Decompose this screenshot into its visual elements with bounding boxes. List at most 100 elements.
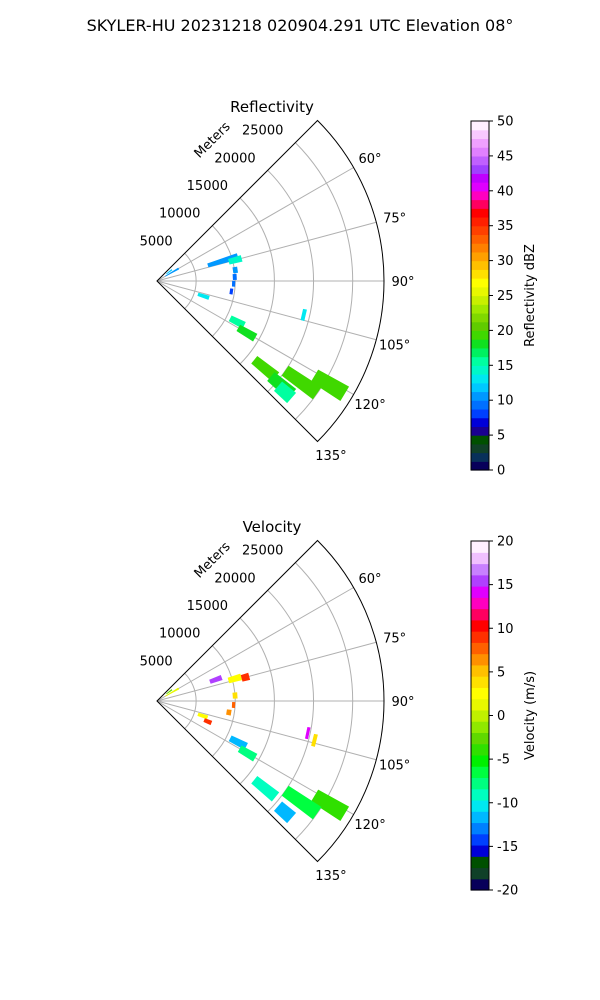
- colorbar-segment: [471, 586, 489, 598]
- angle-tick-label: 135°: [315, 449, 346, 464]
- colorbar-segment: [471, 664, 489, 677]
- colorbar-segment: [471, 155, 489, 166]
- colorbar-segment: [471, 278, 489, 288]
- angle-tick-label: 135°: [315, 869, 346, 884]
- angle-tick-label: 120°: [354, 398, 385, 413]
- colorbar-segment: [471, 199, 489, 209]
- range-tick-label: 5000: [140, 234, 173, 249]
- radar-echo: [237, 745, 258, 762]
- colorbar-segment: [471, 631, 489, 643]
- colorbar-segment: [471, 129, 489, 140]
- colorbar-segment: [471, 164, 489, 174]
- colorbar-segment: [471, 400, 489, 410]
- colorbar-segment: [471, 260, 489, 270]
- angle-tick-label: 105°: [379, 759, 410, 774]
- radar-echo: [231, 280, 236, 287]
- colorbar-segment: [471, 721, 489, 733]
- radar-echo: [229, 288, 234, 295]
- colorbar-segment: [471, 833, 489, 846]
- colorbar-segment: [471, 339, 489, 349]
- colorbar-segment: [471, 743, 489, 756]
- colorbar-segment: [471, 225, 489, 236]
- radar-echo: [236, 324, 258, 342]
- angle-tick-label: 75°: [383, 211, 406, 226]
- colorbar-tick-label: 30: [497, 254, 514, 269]
- figure-title: SKYLER-HU 20231218 020904.291 UTC Elevat…: [86, 16, 514, 35]
- colorbar-tick-label: -10: [497, 796, 518, 811]
- colorbar-segment: [471, 435, 489, 445]
- colorbar-tick-label: 40: [497, 184, 514, 199]
- colorbar-segment: [471, 687, 489, 700]
- colorbar-segment: [471, 574, 489, 587]
- colorbar-tick-label: 25: [497, 289, 514, 304]
- colorbar-segment: [471, 709, 489, 722]
- colorbar-tick-label: 35: [497, 219, 514, 234]
- colorbar-segment: [471, 443, 489, 454]
- colorbar-segment: [471, 234, 489, 244]
- colorbar-label: Velocity (m/s): [523, 671, 538, 760]
- angle-tick-label: 75°: [383, 631, 406, 646]
- colorbar-tick-label: 45: [497, 149, 514, 164]
- radar-echo: [231, 702, 236, 709]
- radar-echo: [304, 726, 311, 740]
- colorbar-tick-label: -20: [497, 884, 518, 899]
- colorbar-segment: [471, 799, 489, 812]
- colorbar-segment: [471, 822, 489, 835]
- sector-outline: [156, 119, 385, 443]
- sector-outline: [156, 539, 385, 863]
- colorbar-segment: [471, 461, 489, 471]
- colorbar-segment: [471, 321, 489, 331]
- radar-echo: [207, 253, 239, 268]
- radar-echo: [300, 308, 307, 322]
- colorbar-segment: [471, 243, 489, 253]
- radar-echo: [232, 692, 238, 699]
- radar-echo: [251, 776, 280, 802]
- colorbar: -20 -15 -10 -5 0 5 10 15 20 Velocity (m/s): [470, 535, 538, 899]
- colorbar-segment: [471, 754, 489, 767]
- range-tick-label: 25000: [242, 544, 283, 559]
- radar-echo: [273, 381, 297, 404]
- colorbar-segment: [471, 597, 489, 610]
- colorbar-tick-label: 5: [497, 429, 505, 444]
- colorbar-segment: [471, 356, 489, 366]
- colorbar-tick-label: 20: [497, 535, 514, 550]
- panel-title: Reflectivity: [230, 98, 314, 116]
- radial-gridline: [156, 700, 377, 761]
- colorbar: 0 5 10 15 20 25 30 35 40 45 50 Reflectivity dBZ: [470, 115, 538, 479]
- colorbar-segment: [471, 216, 489, 227]
- colorbar-segment: [471, 552, 489, 565]
- colorbar-segment: [471, 698, 489, 711]
- angle-tick-label: 90°: [391, 275, 414, 290]
- colorbar-segment: [471, 844, 489, 857]
- colorbar-segment: [471, 347, 489, 358]
- colorbar-segment: [471, 269, 489, 279]
- colorbar-segment: [471, 642, 489, 655]
- colorbar-segment: [471, 788, 489, 801]
- range-tick-label: 15000: [187, 179, 228, 194]
- colorbar-segment: [471, 382, 489, 393]
- colorbar-segment: [471, 878, 489, 891]
- colorbar-segment: [471, 777, 489, 790]
- colorbar-segment: [471, 251, 489, 262]
- colorbar-tick-label: 0: [497, 464, 505, 479]
- radar-echo: [310, 369, 350, 402]
- range-tick-label: 20000: [214, 571, 255, 586]
- radial-gridline: [156, 221, 377, 282]
- colorbar-segment: [471, 867, 489, 880]
- range-tick-label: 20000: [214, 151, 255, 166]
- radial-gridline: [156, 167, 354, 282]
- colorbar-label: Reflectivity dBZ: [523, 244, 538, 347]
- range-tick-label: 5000: [140, 654, 173, 669]
- colorbar-tick-label: 50: [497, 115, 514, 130]
- radar-echo: [310, 789, 350, 822]
- colorbar-segment: [471, 811, 489, 824]
- radar-echo: [232, 266, 238, 274]
- radial-gridline: [156, 587, 354, 702]
- angle-tick-label: 60°: [359, 572, 382, 587]
- radar-echo: [197, 292, 210, 300]
- colorbar-segment: [471, 138, 489, 148]
- colorbar-segment: [471, 182, 489, 192]
- radar-echo: [281, 365, 322, 400]
- reflectivity-panel: Reflectivity500010000150002000025000Mete…: [140, 98, 538, 479]
- angle-tick-label: 120°: [354, 818, 385, 833]
